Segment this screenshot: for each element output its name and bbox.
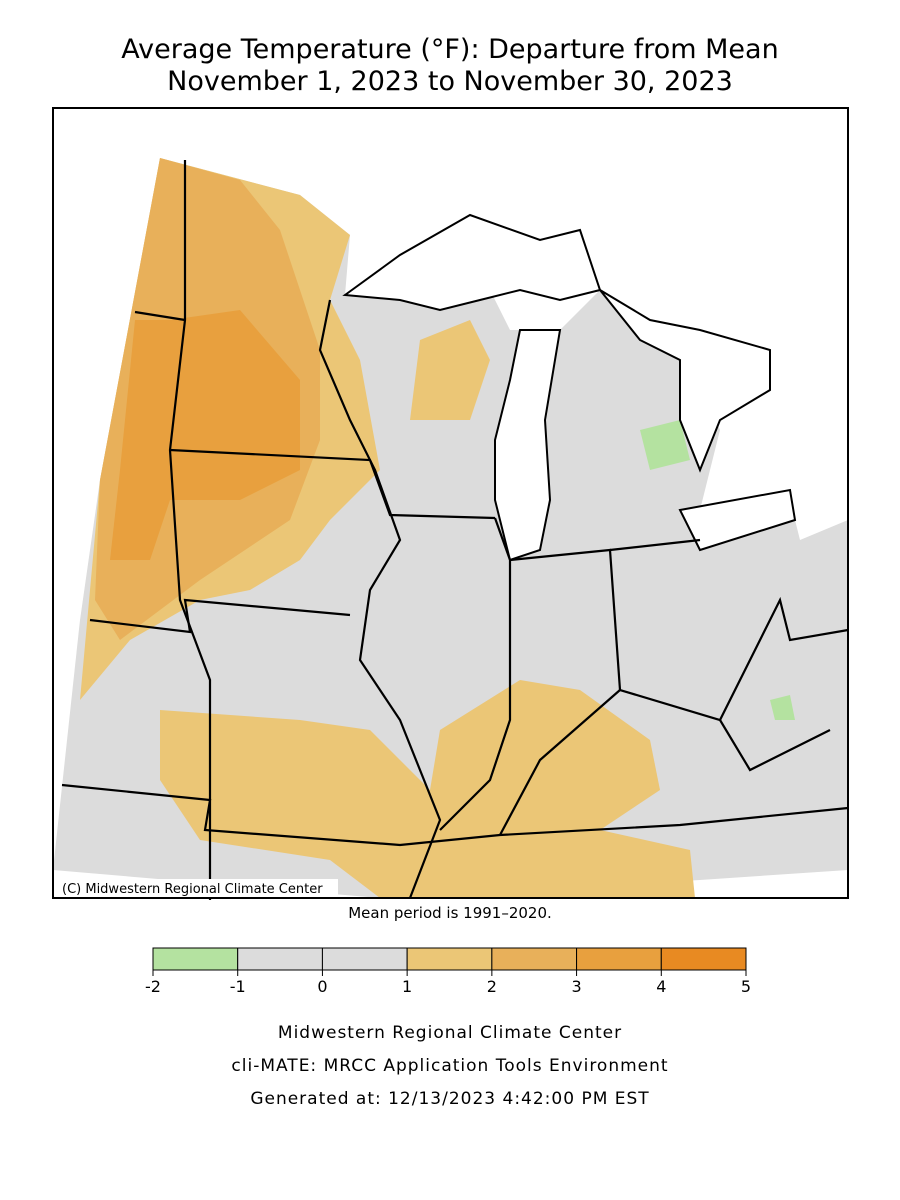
legend-label: 3 xyxy=(571,977,581,996)
lake-superior xyxy=(342,213,602,312)
warm-region xyxy=(110,310,300,560)
cool-region xyxy=(770,695,795,720)
footer-line: Midwestern Regional Climate Center xyxy=(278,1023,622,1043)
credit-box xyxy=(55,879,338,897)
footer-line: cli-MATE: MRCC Application Tools Environ… xyxy=(231,1056,668,1076)
warm-region xyxy=(410,320,490,420)
footer-line: Generated at: 12/13/2023 4:42:00 PM EST xyxy=(250,1089,649,1109)
map: (C) Midwestern Regional Climate Center xyxy=(52,107,849,900)
cool-region xyxy=(640,420,690,470)
legend-swatch xyxy=(321,947,408,971)
subtitle: November 1, 2023 to November 30, 2023 xyxy=(167,66,733,97)
legend-swatch xyxy=(576,947,662,971)
map-frame xyxy=(52,107,849,899)
legend-label: 1 xyxy=(402,977,412,996)
title: Average Temperature (°F): Departure from… xyxy=(121,34,778,65)
legend-label: 5 xyxy=(741,977,751,996)
legend-swatch xyxy=(660,947,747,971)
legend-label: 2 xyxy=(487,977,497,996)
legend-swatch xyxy=(406,947,493,971)
legend-swatch xyxy=(152,947,239,971)
lake-erie xyxy=(678,488,797,552)
legend-label: -2 xyxy=(145,977,161,996)
legend-label: 4 xyxy=(656,977,666,996)
legend-swatch xyxy=(237,947,323,971)
state-lines xyxy=(61,160,849,900)
legend-swatch xyxy=(491,947,578,971)
legend-label: 0 xyxy=(317,977,327,996)
legend-label: -1 xyxy=(230,977,246,996)
legend: -2 -1 0 1 2 3 4 5 xyxy=(145,947,751,996)
lake-huron xyxy=(599,289,771,473)
credit: (C) Midwestern Regional Climate Center xyxy=(62,882,323,897)
lake-michigan xyxy=(494,329,562,562)
mean-note: Mean period is 1991–2020. xyxy=(348,904,552,922)
